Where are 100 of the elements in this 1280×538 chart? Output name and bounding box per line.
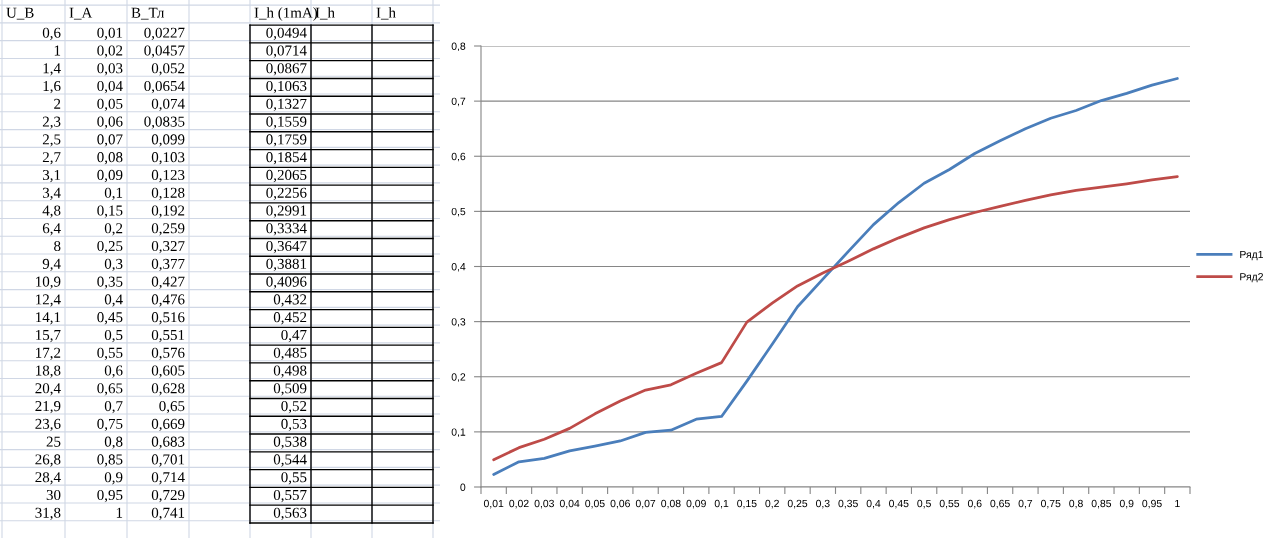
text: 1 — [54, 45, 61, 56]
text: 1,4 — [43, 63, 61, 76]
text: 21,9 — [35, 401, 61, 414]
x-tick-label: 0,8 — [1069, 499, 1083, 509]
text: 0,4096 — [266, 276, 307, 289]
text: 0,08 — [97, 152, 123, 165]
text: 12,4 — [36, 294, 61, 307]
text: 0,576 — [151, 347, 185, 360]
text: 2,5 — [42, 134, 61, 147]
text: 0,476 — [151, 294, 185, 307]
text: 0,55 — [97, 347, 123, 360]
x-tick-label: 0,55 — [939, 499, 960, 509]
text: 0,05 — [97, 98, 123, 112]
text: 0,605 — [151, 365, 185, 378]
text: 0,509 — [273, 383, 307, 396]
text: 0,6 — [104, 365, 123, 378]
text: 0,5 — [104, 329, 123, 343]
text: 0,07 — [97, 134, 123, 147]
text: 0,259 — [151, 223, 185, 236]
y-tick-label: 0,7 — [451, 97, 466, 107]
text: 0,551 — [151, 329, 185, 343]
text: 0,557 — [273, 489, 307, 503]
text: 26,8 — [35, 454, 61, 467]
y-tick-label: 0,2 — [451, 373, 466, 382]
text: 17,2 — [36, 347, 61, 360]
text: 4,8 — [42, 205, 61, 218]
y-tick-label: 0 — [460, 483, 466, 491]
y-tick-label: 0,5 — [451, 207, 466, 217]
text: 0,55 — [281, 472, 307, 485]
text: 0,1854 — [266, 152, 307, 165]
x-tick-label: 0,3 — [816, 499, 830, 509]
text: 0,544 — [273, 454, 307, 467]
x-tick-label: 0,01 — [483, 499, 504, 509]
text: 0,8 — [104, 436, 123, 449]
x-tick-label: 0,15 — [737, 499, 757, 509]
text: 0,714 — [151, 472, 185, 485]
text: 0,09 — [97, 169, 123, 183]
text: 3,1 — [42, 169, 61, 183]
text: 0,35 — [97, 276, 123, 289]
text: 0,103 — [151, 152, 185, 165]
text: 1,6 — [43, 81, 61, 94]
text: 0,52 — [281, 401, 307, 414]
text: 28,4 — [35, 472, 61, 485]
category-label: I_h — [315, 7, 335, 20]
x-tick-label: 0,65 — [990, 499, 1010, 509]
text: 0,452 — [273, 312, 307, 325]
text: 0,25 — [97, 240, 123, 254]
y-tick-label: 0,1 — [451, 428, 466, 437]
text: 0,669 — [151, 418, 185, 432]
text: 0,741 — [151, 507, 185, 520]
text: 2,3 — [42, 116, 61, 129]
x-tick-label: 0,4 — [866, 499, 881, 509]
text: 0,3647 — [266, 240, 307, 254]
text: 0,85 — [97, 454, 123, 467]
text: 0,0494 — [266, 27, 307, 40]
text: 0,074 — [151, 98, 185, 112]
x-tick-label: 0,04 — [559, 499, 580, 509]
text: 0,123 — [151, 169, 185, 183]
text: 20,4 — [35, 383, 61, 396]
text: 0,099 — [151, 134, 185, 147]
category-label: I_A — [69, 7, 93, 20]
text: 1 — [116, 507, 123, 518]
text: 0,01 — [97, 27, 123, 40]
text: 8 — [54, 240, 61, 252]
text: 0,0835 — [144, 116, 185, 129]
x-tick-label: 0,03 — [534, 499, 554, 509]
text: 0,0867 — [266, 63, 307, 76]
text: 0,45 — [97, 312, 123, 325]
x-tick-label: 0,75 — [1041, 499, 1061, 509]
text: 0,1559 — [266, 116, 307, 129]
x-tick-label: 1 — [1175, 499, 1180, 508]
text: 0,03 — [97, 63, 123, 76]
text: 0,498 — [273, 365, 307, 378]
text: 0,0457 — [144, 45, 185, 58]
text: 0,1759 — [266, 134, 307, 147]
text: 14,1 — [36, 312, 61, 325]
text: 0,432 — [273, 294, 307, 307]
text: 10,9 — [36, 276, 61, 289]
text: 0,2256 — [266, 187, 307, 200]
text: 2 — [54, 98, 61, 109]
text: 0,3881 — [266, 258, 307, 272]
category-label: I_h — [376, 7, 396, 20]
x-tick-label: 0,85 — [1091, 499, 1112, 509]
text: 0,65 — [159, 401, 185, 414]
text: 0,327 — [151, 240, 185, 254]
text: 0,701 — [151, 454, 185, 467]
text: 6,4 — [42, 223, 61, 236]
text: 0,683 — [151, 436, 185, 449]
y-tick-label: 0,6 — [451, 152, 466, 162]
category-label: I_h (1mA) — [254, 7, 318, 21]
x-tick-label: 0,25 — [787, 499, 808, 509]
text: 0,3334 — [266, 223, 307, 236]
x-tick-label: 0,5 — [917, 499, 931, 509]
text: 0,563 — [273, 507, 307, 520]
text: 0,0654 — [144, 80, 185, 94]
text: 0,1 — [104, 187, 123, 200]
text: 0,9 — [104, 472, 123, 485]
text: 0,2 — [104, 223, 123, 236]
text: 0,052 — [151, 63, 185, 76]
y-tick-label: 0,3 — [451, 318, 466, 327]
